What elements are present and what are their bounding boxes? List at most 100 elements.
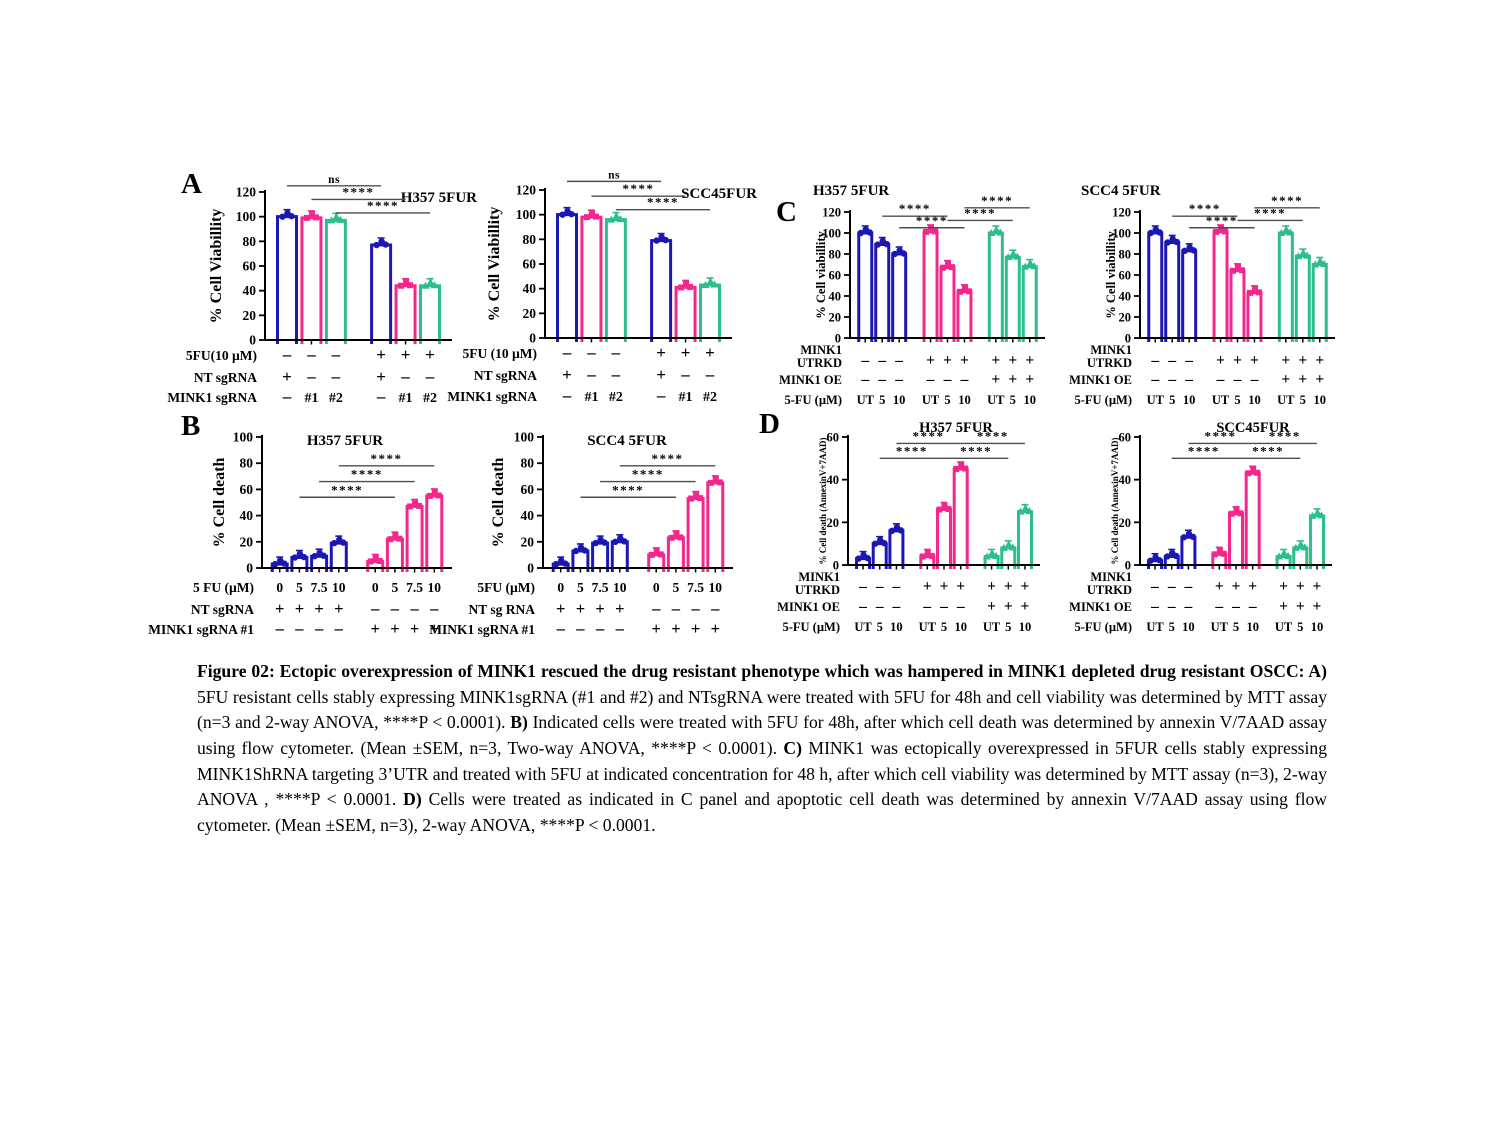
row-value: + <box>991 371 1000 388</box>
row-value: + <box>1315 352 1324 369</box>
sig-label: **** <box>343 184 375 199</box>
row-value: 0 <box>557 580 564 595</box>
data-point <box>398 282 405 289</box>
row-value: UT <box>1146 620 1164 634</box>
row-value: – <box>1167 598 1176 615</box>
row-value: UT <box>919 620 937 634</box>
data-point <box>945 506 952 513</box>
data-point <box>940 264 946 271</box>
data-point <box>272 560 279 568</box>
bar <box>1000 546 1017 569</box>
data-point <box>430 281 439 289</box>
data-point <box>1016 507 1025 515</box>
row-value: 10 <box>613 580 627 595</box>
bar <box>674 285 697 342</box>
bar <box>591 541 610 572</box>
row-value: – <box>1150 598 1159 615</box>
row-value: + <box>401 345 411 364</box>
data-point <box>373 241 380 249</box>
row-label: MINK1 <box>798 570 840 584</box>
row-value: + <box>943 352 952 369</box>
row-value: UT <box>922 393 940 407</box>
bar <box>939 266 956 342</box>
row-value: – <box>894 371 903 388</box>
y-tick-label: 0 <box>529 331 536 346</box>
row-value: – <box>858 598 867 615</box>
sig-label: ns <box>608 169 620 181</box>
data-point <box>855 555 862 562</box>
row-value: – <box>690 599 700 618</box>
data-point <box>1211 551 1218 558</box>
y-tick-label: 100 <box>516 207 537 222</box>
data-point <box>677 534 684 541</box>
y-tick-label: 80 <box>240 456 254 471</box>
data-point <box>992 551 1001 559</box>
row-value: 0 <box>372 580 379 595</box>
row-value: – <box>331 367 341 386</box>
chart-title: SCC45FUR <box>681 186 757 202</box>
row-value: – <box>562 386 572 405</box>
data-point <box>1317 511 1326 519</box>
data-point <box>1239 267 1245 274</box>
y-tick-label: 100 <box>822 227 841 241</box>
row-value: 5 <box>1234 393 1240 407</box>
data-point <box>332 212 341 220</box>
data-point <box>581 547 589 554</box>
row-value: – <box>409 599 419 618</box>
row-label: MINK1 OE <box>777 600 840 614</box>
y-tick-label: 20 <box>827 516 840 530</box>
y-tick-label: 80 <box>521 456 535 471</box>
row-label: 5FU (µM) <box>477 580 535 595</box>
row-value: – <box>306 367 316 386</box>
row-value: + <box>1313 598 1322 615</box>
data-point <box>1230 267 1236 274</box>
row-label: NT sgRNA <box>191 602 254 617</box>
bar <box>686 497 705 572</box>
y-tick-label: 100 <box>1112 227 1131 241</box>
data-point <box>883 240 890 248</box>
row-value: + <box>1281 371 1290 388</box>
data-point <box>1294 252 1303 260</box>
chart-title: SCC45FUR <box>1216 420 1290 436</box>
row-value: – <box>1233 371 1242 388</box>
row-value: UT <box>983 620 1001 634</box>
row-value: + <box>1315 371 1324 388</box>
row-label: 5-FU (µM) <box>784 393 842 407</box>
row-value: + <box>1248 578 1257 595</box>
data-point <box>866 229 873 236</box>
row-value: + <box>562 365 572 384</box>
data-point <box>372 554 379 561</box>
y-tick-label: 80 <box>523 232 537 247</box>
chart-title: H357 5FUR <box>401 190 477 206</box>
row-label: NT sgRNA <box>194 370 257 385</box>
data-point <box>1009 249 1018 257</box>
row-value: UT <box>1277 393 1295 407</box>
bar <box>1211 552 1228 569</box>
row-value: + <box>595 599 604 618</box>
figure-caption: Figure 02: Ectopic overexpression of MIN… <box>197 659 1327 839</box>
row-value: + <box>960 352 969 369</box>
row-value: – <box>651 599 661 618</box>
bar <box>1294 254 1311 342</box>
row-value: – <box>376 387 386 406</box>
data-point <box>693 492 700 499</box>
data-point <box>864 554 871 562</box>
data-point <box>1173 238 1180 246</box>
row-value: – <box>858 578 867 595</box>
row-value: – <box>586 343 596 362</box>
row-value: + <box>1298 352 1307 369</box>
data-point <box>936 506 943 513</box>
data-point <box>559 211 566 218</box>
data-point <box>657 551 664 558</box>
data-point <box>392 532 399 539</box>
data-point <box>965 288 972 295</box>
data-point <box>1213 228 1220 235</box>
data-point <box>1030 262 1039 270</box>
y-tick-label: 80 <box>243 234 257 249</box>
data-point <box>303 214 310 221</box>
row-label: UTRKD <box>1087 356 1132 370</box>
data-point <box>1235 264 1241 271</box>
data-point <box>1275 552 1284 560</box>
row-value: – <box>1184 371 1193 388</box>
row-value: + <box>956 578 965 595</box>
